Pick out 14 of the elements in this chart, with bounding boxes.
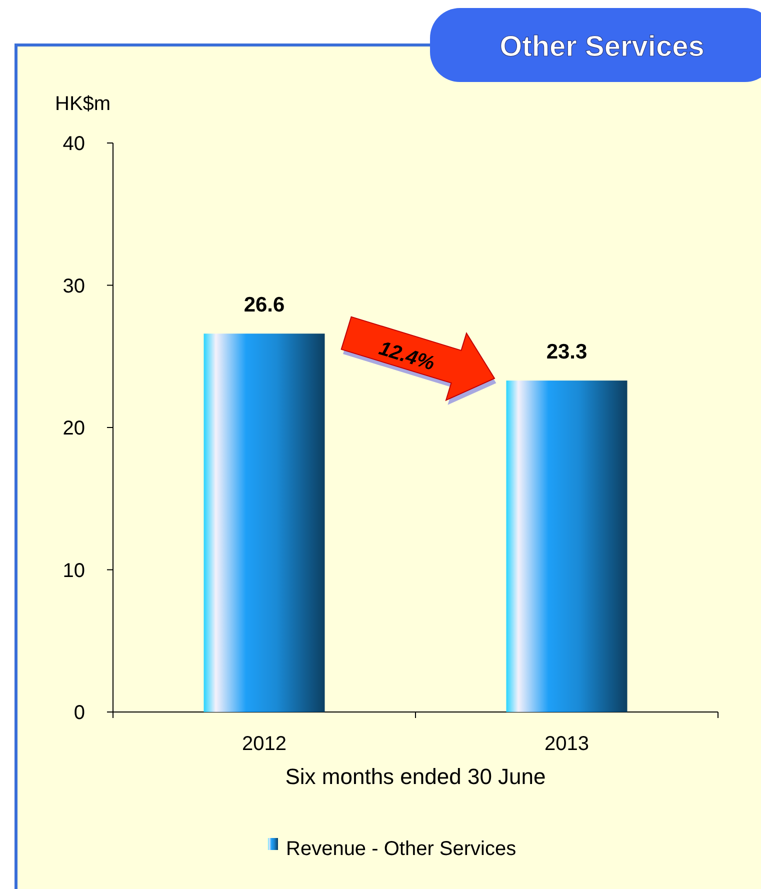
y-tick-label: 40: [62, 133, 85, 155]
y-tick-label: 30: [62, 275, 85, 298]
y-tick-label: 0: [74, 702, 85, 724]
y-tick-label: 20: [62, 418, 85, 440]
data-label: 26.6: [244, 294, 285, 317]
x-tick-label: 2012: [242, 733, 286, 755]
annotation: 12.4%: [376, 337, 438, 376]
x-axis-title: Six months ended 30 June: [285, 764, 546, 789]
y-tick-label: 10: [62, 560, 85, 582]
chart-title: Other Services: [500, 31, 704, 63]
y-axis-title: HK$m: [55, 93, 111, 115]
data-label: 23.3: [546, 340, 588, 364]
legend-label: Revenue - Other Services: [286, 838, 516, 860]
x-tick-label: 2013: [544, 733, 589, 755]
